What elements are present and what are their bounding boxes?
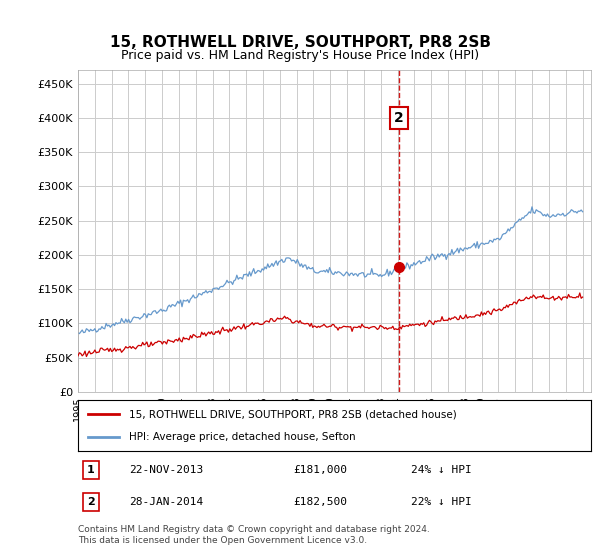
Text: 2: 2 bbox=[87, 497, 95, 507]
Text: 15, ROTHWELL DRIVE, SOUTHPORT, PR8 2SB: 15, ROTHWELL DRIVE, SOUTHPORT, PR8 2SB bbox=[110, 35, 491, 50]
Text: 22% ↓ HPI: 22% ↓ HPI bbox=[412, 497, 472, 507]
Text: 2: 2 bbox=[394, 111, 404, 125]
Text: 28-JAN-2014: 28-JAN-2014 bbox=[130, 497, 203, 507]
Text: £182,500: £182,500 bbox=[293, 497, 347, 507]
Text: 24% ↓ HPI: 24% ↓ HPI bbox=[412, 465, 472, 475]
Text: 22-NOV-2013: 22-NOV-2013 bbox=[130, 465, 203, 475]
Text: Price paid vs. HM Land Registry's House Price Index (HPI): Price paid vs. HM Land Registry's House … bbox=[121, 49, 479, 62]
Text: 1: 1 bbox=[87, 465, 95, 475]
Text: Contains HM Land Registry data © Crown copyright and database right 2024.: Contains HM Land Registry data © Crown c… bbox=[78, 525, 430, 534]
Text: This data is licensed under the Open Government Licence v3.0.: This data is licensed under the Open Gov… bbox=[78, 536, 367, 545]
Text: HPI: Average price, detached house, Sefton: HPI: Average price, detached house, Seft… bbox=[130, 432, 356, 442]
Text: £181,000: £181,000 bbox=[293, 465, 347, 475]
Text: 15, ROTHWELL DRIVE, SOUTHPORT, PR8 2SB (detached house): 15, ROTHWELL DRIVE, SOUTHPORT, PR8 2SB (… bbox=[130, 409, 457, 419]
